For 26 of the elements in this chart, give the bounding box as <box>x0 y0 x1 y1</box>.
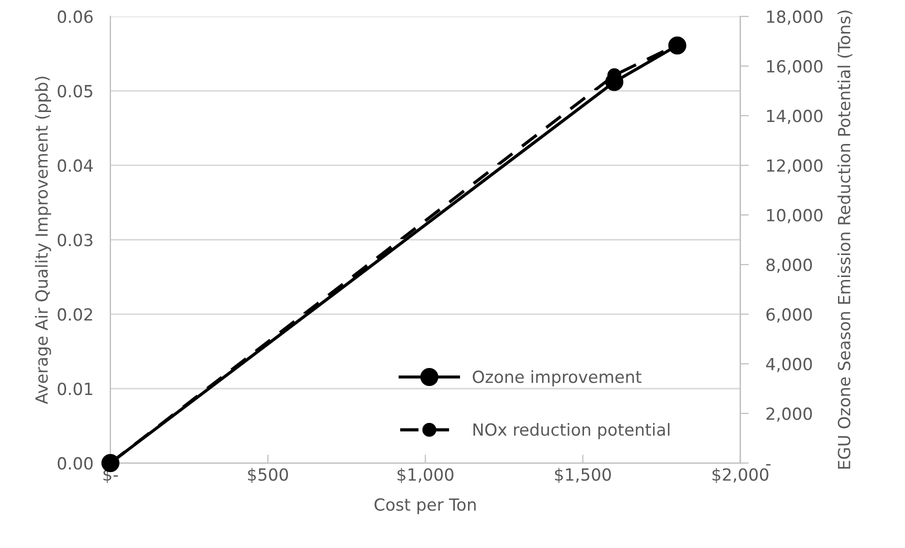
y-tick-label: 0.01 <box>58 382 92 396</box>
y2-tick-label: 16,000 <box>767 60 822 74</box>
y-axis-title: Average Air Quality Improvement (ppb) <box>34 76 52 404</box>
y-tick-label: 0.06 <box>58 10 93 24</box>
y2-tick-label: 6,000 <box>766 308 812 322</box>
x-tick-label: $2,000 <box>712 468 768 484</box>
y-tick-label: 0.05 <box>58 84 92 98</box>
y-tick-label: 0.04 <box>58 159 93 172</box>
y-tick-label: 0.02 <box>58 308 92 321</box>
y2-tick-label: - <box>766 464 770 466</box>
legend-label: NOx reduction potential <box>473 422 670 440</box>
legend-label: Ozone improvement <box>472 370 642 386</box>
y2-tick-label: 12,000 <box>767 159 822 174</box>
y2-tick-label: 2,000 <box>766 407 812 422</box>
y2-tick-label: 14,000 <box>767 110 822 124</box>
y2-tick-label: 18,000 <box>767 10 822 25</box>
x-tick-label: $1,500 <box>555 468 611 484</box>
y-tick-label: 0.03 <box>58 234 92 246</box>
x-axis-title: Cost per Ton <box>374 498 476 514</box>
y2-tick-label: 10,000 <box>767 208 822 224</box>
y2-axis-title: EGU Ozone Season Emission Reduction Potential (Tons) <box>837 10 852 469</box>
y-tick-label: 0.00 <box>58 457 93 470</box>
x-tick-label: $1,000 <box>398 468 454 484</box>
y2-tick-label: 8,000 <box>766 258 812 273</box>
x-tick-label: $500 <box>248 468 288 484</box>
y2-tick-label: 4,000 <box>766 358 812 372</box>
